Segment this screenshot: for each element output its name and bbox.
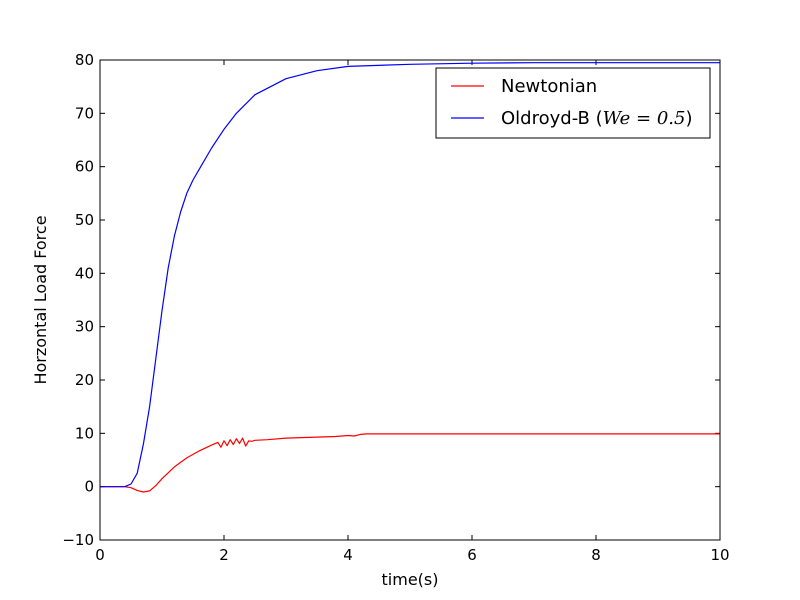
x-tick-label: 8 [591, 546, 601, 564]
y-tick-label: 0 [84, 478, 94, 496]
x-tick-label: 6 [467, 546, 477, 564]
x-tick-label: 4 [343, 546, 353, 564]
legend-label-oldroyd-b-prefix: Oldroyd-B ( [501, 108, 603, 129]
legend-label-oldroyd-b-math: We = 0.5 [603, 108, 686, 129]
y-axis-label: Horzontal Load Force [31, 215, 50, 384]
legend-box [435, 67, 711, 139]
plot-frame [99, 59, 721, 541]
y-tick-label: 10 [75, 424, 94, 442]
plot-lines [100, 62, 720, 493]
series-line-oldroyd-b [100, 62, 720, 488]
legend: Newtonian Oldroyd-B (We = 0.5) [435, 67, 711, 139]
x-tick-label: 2 [219, 546, 229, 564]
legend-label-oldroyd-b: Oldroyd-B (We = 0.5) [501, 108, 693, 129]
y-tick-label: −10 [62, 531, 94, 549]
x-tick-label: 0 [95, 546, 105, 564]
legend-label-newtonian: Newtonian [501, 76, 597, 97]
y-tick-label: 60 [75, 158, 94, 176]
x-axis-label: time(s) [382, 570, 439, 589]
y-tick-label: 80 [75, 51, 94, 69]
y-tick-label: 30 [75, 318, 94, 336]
y-tick-label: 70 [75, 104, 94, 122]
y-tick-label: 50 [75, 211, 94, 229]
x-tick-label: 10 [710, 546, 729, 564]
series-line-newtonian [100, 433, 720, 493]
legend-label-oldroyd-b-suffix: ) [685, 108, 692, 129]
y-tick-label: 20 [75, 371, 94, 389]
y-tick-label: 40 [75, 264, 94, 282]
